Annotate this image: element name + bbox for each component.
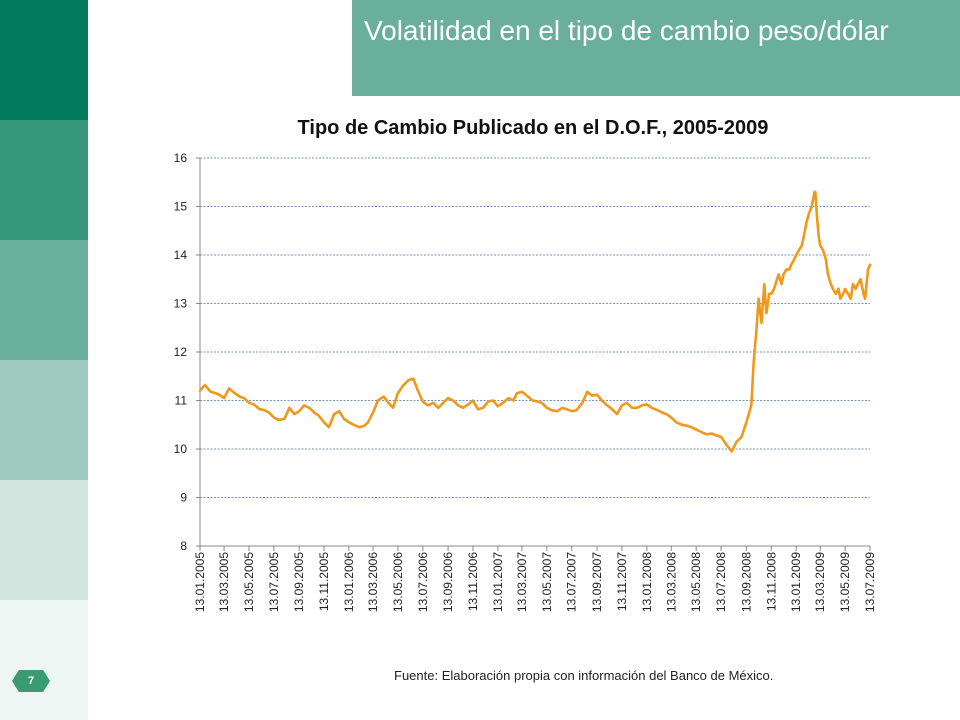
x-tick-label: 13.07.2007: [565, 552, 579, 612]
sidebar-band-4: [0, 360, 88, 480]
y-tick-label: 13: [174, 297, 188, 311]
x-tick-label: 13.05.2009: [838, 552, 852, 612]
x-tick-label: 13.07.2008: [714, 552, 728, 612]
x-tick-label: 13.03.2008: [664, 552, 678, 612]
y-tick-label: 12: [174, 345, 188, 359]
x-tick-label: 13.05.2008: [689, 552, 703, 612]
y-tick-label: 9: [180, 491, 187, 505]
x-tick-label: 13.03.2009: [813, 552, 827, 612]
x-tick-label: 13.01.2006: [342, 552, 356, 612]
sidebar-band-6: [0, 600, 88, 720]
slide-title: Volatilidad en el tipo de cambio peso/dó…: [364, 15, 889, 46]
sidebar-band-5: [0, 480, 88, 600]
x-tick-label: 13.07.2009: [863, 552, 877, 612]
x-tick-label: 13.01.2005: [193, 552, 207, 612]
x-tick-label: 13.01.2009: [789, 552, 803, 612]
x-tick-label: 13.11.2007: [615, 552, 629, 611]
grid-lines: [196, 157, 870, 547]
y-tick-label: 15: [174, 200, 188, 214]
series-line: [198, 190, 872, 453]
x-tick-label: 13.01.2007: [491, 552, 505, 612]
x-tick-label: 13.09.2006: [441, 552, 455, 612]
axes: [199, 158, 871, 551]
y-tick-label: 14: [174, 248, 188, 262]
sidebar-band-1: [0, 0, 88, 120]
slide-title-box: Volatilidad en el tipo de cambio peso/dó…: [352, 0, 960, 96]
series-layer: [198, 190, 872, 453]
y-tick-labels: 8 9 10 11 12 13 14 15 16: [174, 151, 188, 553]
x-tick-label: 13.07.2006: [416, 552, 430, 612]
source-note: Fuente: Elaboración propia con informaci…: [394, 668, 774, 683]
x-tick-label: 13.09.2008: [739, 552, 753, 612]
y-tick-label: 11: [175, 394, 188, 408]
x-tick-label: 13.05.2007: [540, 552, 554, 612]
x-tick-label: 13.03.2007: [515, 552, 529, 612]
sidebar-band-3: [0, 240, 88, 360]
y-tick-label: 8: [180, 539, 187, 553]
page-number-badge: 7: [12, 670, 50, 692]
x-tick-label: 13.03.2006: [366, 552, 380, 612]
exchange-rate-chart: Tipo de Cambio Publicado en el D.O.F., 2…: [174, 117, 877, 612]
page-number: 7: [27, 675, 35, 687]
x-tick-label: 13.09.2007: [590, 552, 604, 612]
y-tick-label: 16: [174, 151, 188, 165]
x-tick-label: 13.07.2005: [267, 552, 281, 612]
x-tick-label: 13.03.2005: [217, 552, 231, 612]
x-tick-label: 13.11.2006: [466, 552, 480, 611]
x-tick-label: 13.09.2005: [292, 552, 306, 612]
chart-title: Tipo de Cambio Publicado en el D.O.F., 2…: [298, 117, 769, 139]
x-tick-label: 13.01.2008: [640, 552, 654, 612]
y-tick-label: 10: [174, 442, 188, 456]
x-tick-labels: 13.01.2005 13.03.2005 13.05.2005 13.07.2005…: [193, 552, 877, 612]
x-tick-label: 13.11.2008: [764, 552, 778, 611]
x-tick-label: 13.05.2005: [242, 552, 256, 612]
sidebar-band-2: [0, 120, 88, 240]
sidebar-decoration: [0, 0, 88, 720]
x-tick-label: 13.05.2006: [391, 552, 405, 612]
x-tick-label: 13.11.2005: [317, 552, 331, 611]
